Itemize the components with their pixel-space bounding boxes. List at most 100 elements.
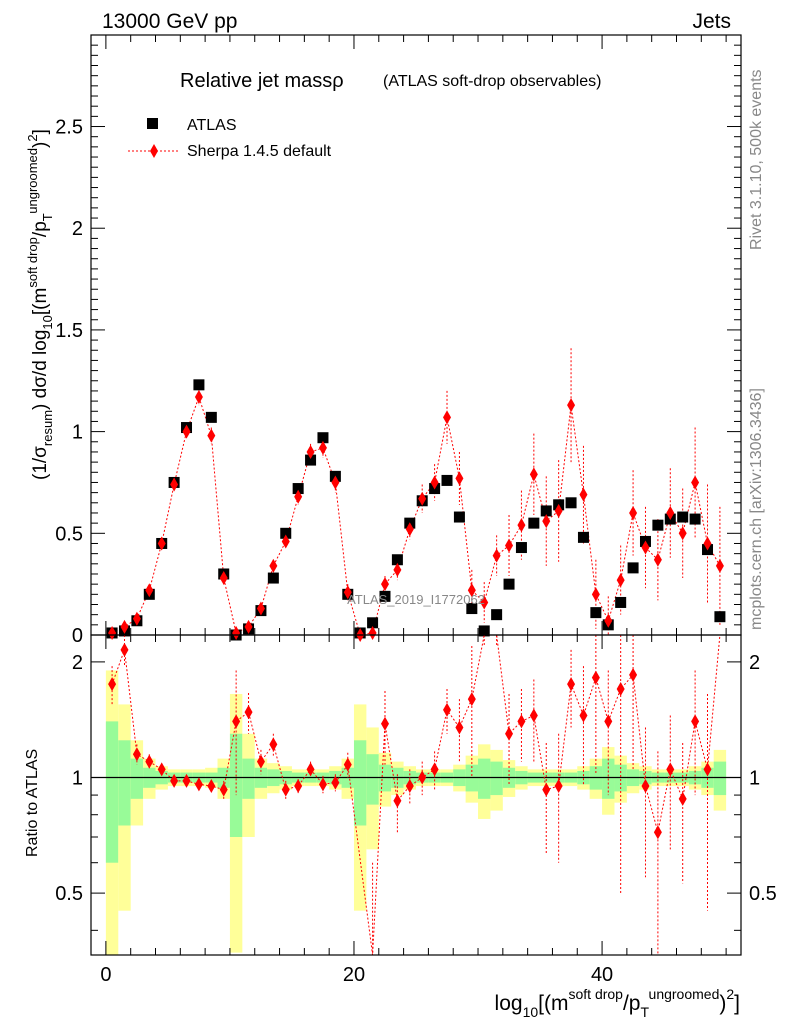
ratio-point (182, 773, 191, 788)
rivet-label: Rivet 3.1.10, 500k events (748, 69, 765, 250)
ratio-point (418, 770, 427, 785)
atlas-point (193, 379, 205, 391)
ratio-point (678, 791, 687, 806)
watermark: ATLAS_2019_I1772062 (347, 592, 485, 607)
sherpa-point (207, 428, 216, 443)
ratio-point (703, 762, 712, 777)
atlas-point (292, 483, 304, 495)
svg-text:log10[(msoft drop/pTungroomed): log10[(msoft drop/pTungroomed)2] (495, 986, 740, 1020)
ratio-band-inner (478, 758, 491, 799)
sherpa-point (505, 538, 514, 553)
ratio-point (380, 716, 389, 731)
ratio-band-inner (118, 740, 131, 826)
sherpa-point (368, 625, 377, 640)
ratio-point (219, 782, 228, 797)
ratio-point (430, 762, 439, 777)
ratio-y-tick-label-right: 2 (749, 652, 760, 674)
atlas-point (615, 596, 627, 608)
sherpa-line (111, 395, 721, 636)
atlas-point (453, 511, 465, 523)
y-tick-label: 2 (72, 218, 83, 240)
y-tick-label: 2.5 (55, 117, 83, 139)
header-right: Jets (692, 10, 731, 33)
legend-sherpa-marker (150, 144, 158, 158)
sherpa-point (554, 503, 563, 518)
atlas-point (205, 411, 217, 423)
sherpa-point (591, 587, 600, 602)
sherpa-point (641, 540, 650, 555)
sherpa-point (343, 585, 352, 600)
sherpa-point (430, 475, 439, 490)
sherpa-point (579, 487, 588, 502)
ratio-point (269, 737, 278, 752)
sherpa-point (467, 583, 476, 598)
sherpa-point (666, 505, 675, 520)
sherpa-point (170, 477, 179, 492)
sherpa-point (232, 625, 241, 640)
ratio-point (145, 754, 154, 769)
ratio-point (567, 677, 576, 692)
sherpa-point (219, 571, 228, 586)
header-left: 13000 GeV pp (102, 10, 237, 33)
atlas-point (689, 513, 701, 525)
ratio-y-tick-label: 2 (72, 652, 83, 674)
chart-title: Relative jet massρ (180, 70, 344, 92)
sherpa-point (715, 558, 724, 573)
ratio-point (108, 677, 117, 692)
atlas-point (305, 454, 317, 466)
sherpa-point (108, 625, 117, 640)
sherpa-point (542, 514, 551, 529)
atlas-point (503, 578, 515, 590)
sherpa-point (480, 595, 489, 610)
svg-text:(1/σresum) dσ/d log10[(msoft d: (1/σresum) dσ/d log10[(msoft drop/pTungr… (25, 129, 55, 480)
atlas-point (391, 554, 403, 566)
sherpa-point (703, 536, 712, 551)
ratio-panel (91, 634, 741, 956)
sherpa-point (331, 475, 340, 490)
x-tick-label: 40 (591, 964, 613, 986)
atlas-point (714, 611, 726, 623)
sherpa-point (604, 613, 613, 628)
ratio-point (666, 762, 675, 777)
ratio-point (207, 779, 216, 794)
ratio-y-tick-label-right: 1 (749, 768, 760, 790)
y-tick-label: 0.5 (55, 523, 83, 545)
ratio-point (393, 793, 402, 808)
ratio-band-inner (490, 761, 503, 796)
ratio-band-inner (130, 758, 144, 799)
y-axis-label: (1/σresum) dσ/d log10[(msoft drop/pTungr… (25, 129, 55, 480)
atlas-point (267, 572, 279, 584)
ratio-band-inner (229, 733, 243, 837)
atlas-point (515, 542, 527, 554)
ratio-point (170, 773, 179, 788)
ratio-point (641, 779, 650, 794)
ratio-sherpa-line (111, 634, 721, 956)
ratio-band-inner (242, 758, 255, 799)
chart-subtitle: (ATLAS soft-drop observables) (383, 73, 601, 90)
ratio-point (455, 720, 464, 735)
ratio-point (405, 779, 414, 794)
atlas-point (652, 519, 664, 531)
atlas-point (627, 562, 639, 574)
sherpa-point (443, 410, 452, 425)
sherpa-point (567, 398, 576, 413)
atlas-point (280, 527, 292, 539)
sherpa-point (380, 577, 389, 592)
ratio-point (653, 825, 662, 840)
ratio-point (579, 708, 588, 723)
sherpa-point (629, 505, 638, 520)
ratio-point (616, 682, 625, 697)
ratio-y-tick-label-right: 0.5 (749, 883, 777, 905)
ratio-point (691, 714, 700, 729)
ratio-point (343, 757, 352, 772)
ratio-point (591, 670, 600, 685)
ratio-point (467, 692, 476, 707)
sherpa-point (294, 489, 303, 504)
sherpa-point (194, 390, 203, 405)
ratio-point (281, 782, 290, 797)
ratio-point (542, 782, 551, 797)
ratio-band-inner (713, 761, 727, 796)
atlas-point (367, 617, 379, 629)
ratio-point (604, 714, 613, 729)
